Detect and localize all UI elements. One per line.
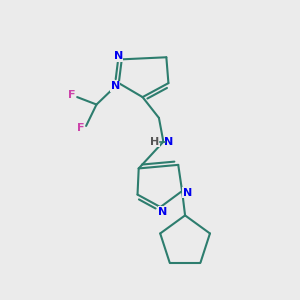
Text: H: H bbox=[150, 137, 160, 147]
Text: F: F bbox=[77, 123, 85, 133]
Text: N: N bbox=[164, 137, 173, 147]
Text: N: N bbox=[158, 206, 167, 217]
Text: N: N bbox=[114, 51, 123, 62]
Text: N: N bbox=[183, 188, 192, 197]
Text: F: F bbox=[68, 90, 76, 100]
Text: N: N bbox=[111, 81, 120, 91]
